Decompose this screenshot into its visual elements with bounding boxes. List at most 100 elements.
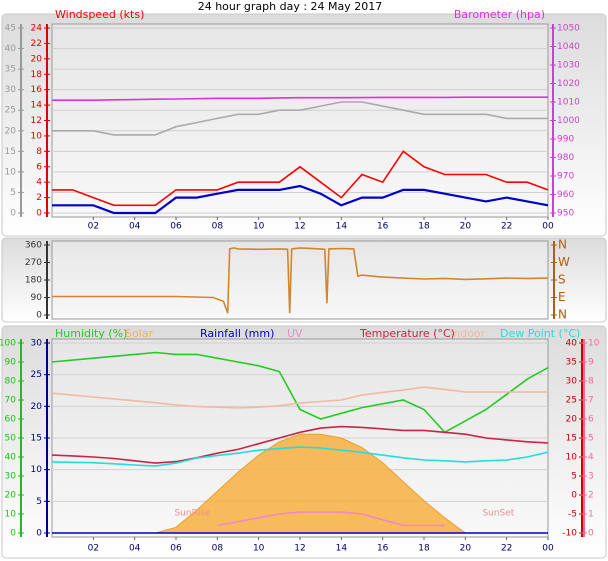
x-tick-label: 04 [129,544,141,554]
y-tick-label: 6 [588,415,594,425]
y-tick-label: 8 [36,147,42,157]
line [51,351,549,434]
y-tick-label: 950 [557,209,574,219]
y-tick-label: 0 [588,529,594,539]
y-tick-label: 10 [5,510,17,520]
y-tick-label: E [558,290,566,304]
y-tick-label: 35 [566,358,577,368]
line [51,386,548,409]
x-tick-label: 12 [294,222,305,232]
y-tick-label: 980 [557,153,574,163]
x-tick-label: 06 [170,544,182,554]
x-tick-label: 10 [253,222,265,232]
y-tick-label: 18 [31,70,43,80]
x-tick-label: 08 [212,544,224,554]
series-label: UV [287,327,303,340]
y-tick-label: 20 [5,491,17,501]
y-tick-label: 7 [588,396,594,406]
y-tick-label: 100 [0,339,16,349]
y-tick-label: 10 [5,167,17,177]
line [52,184,549,215]
y-tick-label: 25 [5,106,16,116]
y-tick-label: 8 [588,377,594,387]
y-tick-label: 30 [5,85,17,95]
series-label: Barometer (hpa) [454,8,545,21]
plot-area [51,23,549,218]
y-tick-label: 12 [31,116,42,126]
x-tick-label: 16 [377,222,389,232]
x-tick-label: 10 [253,544,265,554]
x-tick-label: 08 [212,222,224,232]
y-tick-label: 60 [5,415,17,425]
line [52,150,549,207]
x-tick-label: 20 [460,222,472,232]
x-tick-label: 18 [418,222,430,232]
y-tick-label: 10 [31,465,43,475]
y-tick-label: 24 [31,24,43,34]
y-tick-label: 40 [5,453,17,463]
annotation: SunRise [174,509,211,519]
y-tick-label: 1050 [557,24,580,34]
y-tick-label: 4 [588,453,594,463]
y-tick-label: 20 [31,402,43,412]
x-tick-label: 22 [501,544,512,554]
x-tick-label: 22 [501,222,512,232]
y-tick-label: 15 [5,147,16,157]
line [51,425,549,464]
y-tick-label: 30 [566,377,578,387]
line [52,101,548,136]
y-tick-label: 30 [31,339,43,349]
y-tick-label: N [558,308,567,322]
y-tick-label: 1020 [557,79,580,89]
x-tick-label: 16 [377,544,389,554]
y-tick-label: 30 [5,472,17,482]
y-tick-label: 2 [36,193,42,203]
line [52,96,548,101]
y-tick-label: 15 [31,434,42,444]
y-tick-label: 360 [25,241,42,251]
x-tick-label: 12 [294,544,305,554]
y-tick-label: 2 [588,491,594,501]
y-tick-label: 970 [557,172,574,182]
y-tick-label: 5 [36,497,42,507]
y-tick-label: 10 [588,339,600,349]
y-tick-label: 35 [5,65,16,75]
series-label: Humidity (%) [55,327,127,340]
series-label: Temperature (°C) [359,327,455,340]
y-tick-label: 45 [5,24,16,34]
x-tick-label: 02 [88,222,99,232]
y-tick-label: 0 [36,209,42,219]
y-tick-label: 0 [10,209,16,219]
x-tick-label: 14 [336,222,348,232]
x-tick-label: 02 [88,544,99,554]
y-tick-label: 15 [566,434,577,444]
y-tick-label: 1030 [557,61,580,71]
y-tick-label: 16 [31,85,43,95]
y-tick-label: 180 [25,276,42,286]
y-tick-label: 1 [588,510,594,520]
annotation: SunSet [482,509,514,519]
y-tick-label: 40 [5,44,17,54]
series-label: Rainfall (mm) [200,327,274,340]
y-tick-label: 25 [566,396,577,406]
y-tick-label: N [558,238,567,252]
y-tick-label: 20 [566,415,578,425]
y-tick-label: 0 [10,529,16,539]
x-tick-label: 20 [460,544,472,554]
y-tick-label: -5 [568,510,577,520]
line [52,247,549,314]
y-tick-label: W [558,255,570,269]
y-tick-label: 0 [571,491,577,501]
x-tick-label: 18 [418,544,430,554]
y-tick-label: 90 [5,358,17,368]
y-tick-label: 4 [36,178,42,188]
y-tick-label: 40 [566,339,578,349]
x-tick-label: 00 [542,222,554,232]
y-tick-label: 1010 [557,98,580,108]
y-tick-label: 6 [36,162,42,172]
y-tick-label: 90 [31,293,43,303]
y-tick-label: 0 [36,529,42,539]
x-tick-label: 04 [129,222,141,232]
y-tick-label: 70 [5,396,17,406]
